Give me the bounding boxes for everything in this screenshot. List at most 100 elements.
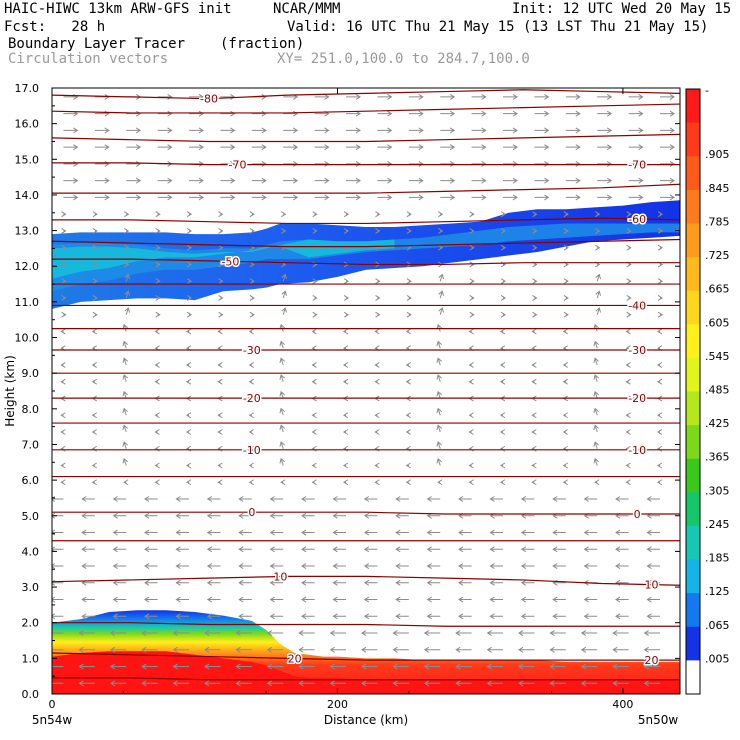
wind-vector <box>405 429 411 435</box>
wind-vector <box>157 127 173 134</box>
wind-vector <box>301 596 315 603</box>
wind-vector <box>312 211 318 218</box>
wind-vector <box>81 596 95 603</box>
wind-vector <box>217 362 223 368</box>
wind-vector <box>91 412 97 419</box>
wind-vector <box>249 278 255 285</box>
wind-vector <box>440 177 456 184</box>
wind-vector <box>60 378 66 385</box>
wind-vector <box>155 211 161 218</box>
wind-vector <box>283 161 299 167</box>
wind-vector <box>329 646 347 653</box>
wind-vector <box>312 228 318 234</box>
wind-vector <box>124 211 130 218</box>
wind-vector <box>81 512 95 519</box>
wind-vector <box>172 630 190 636</box>
wind-vector <box>469 211 475 218</box>
wind-vector <box>436 390 443 399</box>
wind-vector <box>126 194 142 201</box>
wind-vector <box>92 295 98 301</box>
wind-vector <box>238 529 252 536</box>
y-tick-label: 2.0 <box>22 617 40 630</box>
wind-vector <box>186 261 193 268</box>
wind-vector <box>204 646 221 653</box>
wind-vector <box>436 374 443 382</box>
wind-vector <box>186 278 193 285</box>
wind-vector <box>626 295 632 301</box>
wind-vector <box>52 563 64 569</box>
wind-vector <box>395 529 409 536</box>
wind-vector <box>438 307 444 315</box>
wind-vector <box>375 228 381 234</box>
y-tick-label: 9.0 <box>22 367 40 380</box>
wind-vector <box>346 194 361 201</box>
y-tick-label: 16.0 <box>15 118 40 131</box>
wind-vector <box>405 328 411 335</box>
wind-vector <box>342 328 349 335</box>
wind-vector <box>124 261 130 268</box>
wind-vector <box>311 328 317 335</box>
wind-vector <box>206 546 221 553</box>
wind-vector <box>440 110 456 117</box>
y-tick-label: 13.0 <box>15 225 40 238</box>
wind-vector <box>269 596 284 603</box>
wind-vector <box>436 457 443 466</box>
wind-vector <box>436 357 443 366</box>
cross-section-coords: XY= 251.0,100.0 to 284.7,100.0 <box>277 51 530 67</box>
y-tick-label: 4.0 <box>22 545 40 558</box>
wind-vector <box>251 194 267 201</box>
wind-vector <box>440 127 456 134</box>
wind-vector <box>656 445 663 452</box>
wind-vector <box>626 228 632 234</box>
wind-vector <box>109 680 127 687</box>
wind-vector <box>346 127 361 134</box>
wind-vector <box>615 496 629 502</box>
wind-vector <box>81 546 95 553</box>
wind-vector <box>395 579 409 586</box>
wind-vector <box>220 93 236 100</box>
wind-vector <box>565 161 581 167</box>
wind-vector <box>563 278 569 285</box>
wind-vector <box>597 194 613 201</box>
wind-vector <box>392 646 409 653</box>
contour-line <box>52 217 680 225</box>
wind-vector <box>471 93 487 100</box>
wind-vector <box>92 228 98 234</box>
wind-vector <box>279 340 286 349</box>
wind-vector <box>301 529 315 536</box>
colorbar-swatch <box>686 89 700 124</box>
wind-vector <box>220 127 236 134</box>
wind-vector <box>471 177 487 184</box>
colorbar-swatch <box>686 122 700 157</box>
wind-vector <box>625 362 631 368</box>
wind-vector <box>615 529 629 536</box>
colorbar-label: .305 <box>705 484 730 497</box>
wind-vector <box>593 357 600 366</box>
wind-vector <box>186 228 193 234</box>
wind-vector <box>405 445 411 452</box>
wind-vector <box>426 563 441 569</box>
wind-vector <box>269 563 284 569</box>
wind-vector <box>301 563 315 569</box>
y-tick-label: 7.0 <box>22 438 40 451</box>
wind-vector <box>238 512 252 519</box>
wind-vector <box>532 295 538 301</box>
wind-vector <box>92 278 98 285</box>
wind-vector <box>531 378 537 385</box>
wind-vector <box>615 546 629 553</box>
wind-vector <box>489 579 504 586</box>
wind-vector <box>220 161 236 167</box>
wind-vector <box>563 211 569 218</box>
wind-vector <box>189 194 204 201</box>
wind-vector <box>92 311 98 318</box>
wind-vector <box>406 228 412 234</box>
wind-vector <box>657 278 664 285</box>
wind-vector <box>377 144 393 151</box>
wind-vector <box>643 646 661 653</box>
wind-vector <box>185 362 192 368</box>
wind-vector <box>363 613 378 620</box>
wind-vector <box>266 646 284 653</box>
wind-vector <box>279 374 286 382</box>
wind-vector <box>189 127 204 134</box>
wind-vector <box>78 663 95 670</box>
